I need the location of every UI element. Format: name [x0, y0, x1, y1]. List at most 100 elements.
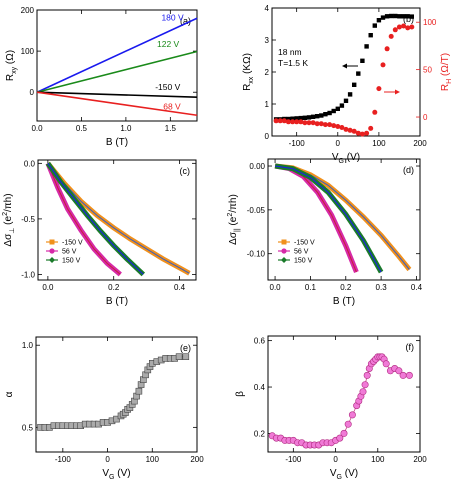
panel-label: (d) [403, 165, 414, 175]
rh-marker [351, 128, 357, 134]
y-axis-label: Rxx (KΩ) [242, 53, 255, 91]
rh-marker [277, 118, 283, 124]
rh-marker [409, 24, 415, 30]
rxx-marker [347, 92, 353, 97]
y-tick-label: 3 [265, 36, 270, 45]
y-tick-label: -0.05 [247, 206, 266, 215]
rxx-marker [389, 13, 394, 19]
y2-tick-label: 100 [423, 18, 437, 27]
x-tick-label: 200 [413, 455, 427, 464]
alpha-marker [182, 353, 190, 361]
legend-label: -150 V [62, 240, 83, 247]
x-tick-label: 200 [413, 139, 427, 148]
rxx-marker [364, 44, 369, 49]
y-axis-label: Δσ⊥ (e2/πh) [2, 193, 16, 246]
annotation-thickness: 18 nm [278, 47, 302, 57]
alpha-line [40, 356, 186, 428]
legend-marker [281, 239, 287, 245]
x-tick-label: 1.0 [120, 124, 132, 133]
rh-marker [347, 127, 353, 133]
panel-label: (e) [180, 343, 191, 353]
legend-label: -150 V [294, 240, 315, 247]
rxx-marker [397, 14, 402, 19]
arrow-left-head [342, 63, 347, 69]
beta-marker [361, 381, 369, 389]
series-0-fit-line [47, 162, 190, 274]
panel-c: 0.0 0.2 0.4 0.0 -0.5 -1.0 (c) -150 V 56 V 150 V B … [2, 159, 197, 307]
rxx-marker [372, 23, 377, 28]
x-tick-label: 200 [190, 455, 204, 464]
x-tick-label: 100 [146, 455, 160, 464]
series-annotation: 122 V [157, 39, 180, 49]
y-tick-label: 2 [265, 68, 270, 77]
rh-marker [298, 119, 304, 125]
y-tick-label: 1 [265, 100, 270, 109]
rxx-marker [327, 110, 332, 116]
rxx-marker [401, 14, 406, 19]
rxx-marker [405, 14, 410, 19]
y-axis-label: β [235, 391, 246, 397]
y-tick-label: 0.6 [254, 337, 266, 346]
x-tick-label: 0.2 [108, 283, 120, 292]
rh-marker [364, 130, 370, 136]
panel-d: 0.0 0.1 0.2 0.3 0.4 0.00 -0.05 -0.10 (d) -150 V 56… [227, 158, 423, 307]
x-tick-label: -100 [55, 455, 72, 464]
beta-marker [336, 434, 344, 442]
x-tick-label: 0.0 [31, 124, 43, 133]
alpha-marker [175, 353, 183, 361]
plot-frame [36, 9, 198, 122]
legend-label: 56 V [294, 249, 309, 256]
panel-label: (c) [180, 166, 191, 176]
x-tick-label: 0 [336, 139, 341, 148]
x-tick-label: 100 [372, 139, 386, 148]
rxx-marker [294, 116, 299, 121]
x-axis-label: B (T) [106, 296, 128, 307]
series-2-fit-line [47, 163, 144, 275]
rh-marker [388, 33, 394, 39]
rxx-marker [339, 103, 345, 108]
x-axis-label: VG (V) [330, 468, 358, 480]
rxx-marker [319, 113, 324, 118]
rh-marker [273, 118, 279, 124]
rxx-marker [356, 71, 361, 76]
y-axis-label: Rxy (Ω) [5, 50, 18, 81]
x-tick-label: 0.0 [270, 283, 282, 292]
x-tick-label: 0.4 [411, 283, 423, 292]
rh-marker [380, 62, 386, 68]
beta-marker [363, 371, 371, 379]
y-tick-label: 0.0 [24, 159, 36, 168]
rh-marker [355, 130, 361, 136]
rxx-marker [290, 116, 295, 121]
rh-marker [294, 119, 300, 125]
annotation-temperature: T=1.5 K [278, 58, 308, 68]
rxx-marker [298, 115, 303, 121]
rh-marker [322, 122, 328, 128]
legend-label: 56 V [62, 249, 77, 256]
x-axis-label: VG (V) [102, 468, 130, 480]
beta-marker [359, 388, 367, 396]
series-line [36, 50, 198, 93]
rxx-marker [360, 58, 365, 63]
rxx-marker [380, 15, 386, 20]
y-tick-label: 0.5 [22, 423, 34, 432]
panel-label: (b) [403, 14, 414, 24]
y-tick-label: 100 [21, 47, 35, 56]
y-tick-label: 1.0 [22, 341, 34, 350]
rh-marker [405, 25, 411, 31]
legend-marker [49, 239, 55, 245]
y-tick-label: 0.2 [254, 429, 266, 438]
rh-marker [335, 124, 341, 129]
panel-label: (a) [180, 16, 191, 26]
beta-marker [395, 367, 403, 375]
x-tick-label: 0 [333, 455, 338, 464]
beta-marker [348, 411, 356, 419]
series-annotation: 180 V [161, 12, 184, 22]
beta-marker [382, 360, 390, 368]
x-tick-label: 0.3 [376, 283, 388, 292]
legend-marker [281, 257, 287, 263]
rh-marker [339, 125, 345, 130]
x-tick-label: 100 [371, 455, 385, 464]
y-axis-label: α [4, 391, 15, 397]
rxx-marker [335, 106, 340, 111]
